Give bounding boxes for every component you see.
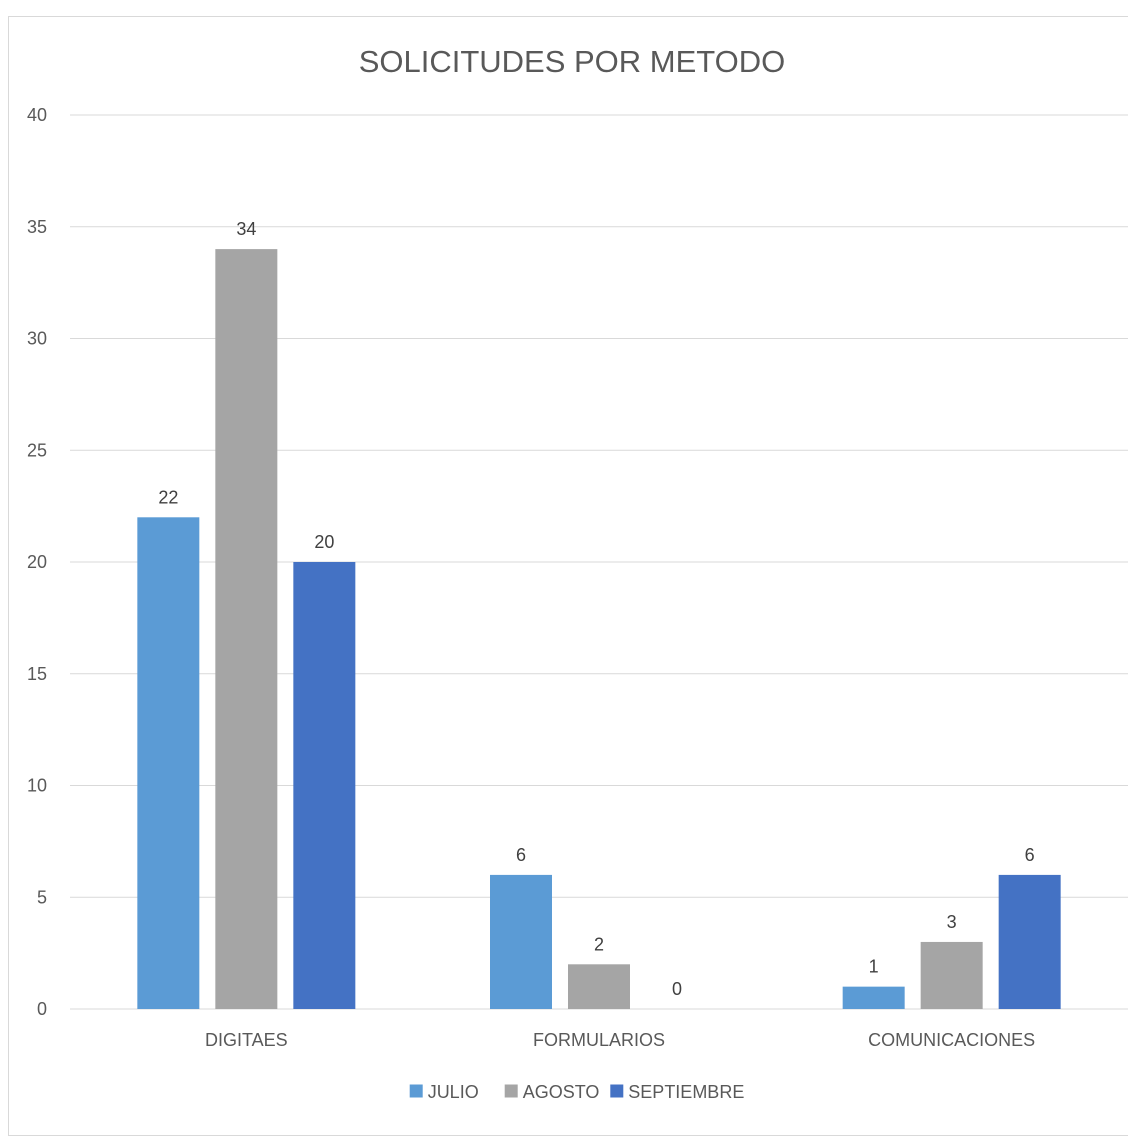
x-category-label: FORMULARIOS — [533, 1030, 665, 1050]
x-category-label: DIGITAES — [205, 1030, 288, 1050]
y-tick-label: 40 — [27, 105, 47, 125]
y-tick-label: 5 — [37, 887, 47, 907]
data-label: 6 — [1025, 845, 1035, 865]
y-tick-label: 0 — [37, 999, 47, 1019]
legend-swatch-julio — [409, 1084, 423, 1098]
chart-title: SOLICITUDES POR METODO — [359, 44, 786, 79]
legend-swatch-agosto — [504, 1084, 518, 1098]
data-label: 0 — [672, 979, 682, 999]
y-tick-label: 10 — [27, 776, 47, 796]
legend-swatch-septiembre — [610, 1084, 624, 1098]
data-label: 22 — [158, 487, 178, 507]
bar-agosto-comunicaciones — [920, 941, 983, 1009]
bar-julio-digitaes — [137, 517, 200, 1009]
data-label: 2 — [594, 934, 604, 954]
bar-julio-comunicaciones — [842, 986, 905, 1009]
data-label: 20 — [314, 532, 334, 552]
y-tick-label: 35 — [27, 217, 47, 237]
data-label: 34 — [236, 219, 256, 239]
x-axis-categories: DIGITAES FORMULARIOS COMUNICACIONES — [205, 1030, 1035, 1050]
bar-agosto-formularios — [568, 964, 630, 1009]
legend-label: SEPTIEMBRE — [628, 1082, 744, 1102]
y-tick-label: 20 — [27, 552, 47, 572]
data-label: 6 — [516, 845, 526, 865]
data-label: 3 — [947, 912, 957, 932]
legend: JULIO AGOSTO SEPTIEMBRE — [409, 1082, 744, 1102]
y-tick-label: 25 — [27, 440, 47, 460]
bar-septiembre-comunicaciones — [998, 874, 1061, 1009]
legend-label: AGOSTO — [523, 1082, 600, 1102]
bar-julio-formularios — [490, 874, 552, 1009]
legend-label: JULIO — [428, 1082, 479, 1102]
y-axis-ticks: 0 5 10 15 20 25 30 35 40 — [27, 105, 47, 1019]
data-label: 1 — [869, 957, 879, 977]
bar-agosto-digitaes — [215, 249, 278, 1010]
x-category-label: COMUNICACIONES — [868, 1030, 1035, 1050]
bar-septiembre-digitaes — [293, 562, 356, 1009]
y-tick-label: 15 — [27, 664, 47, 684]
y-tick-label: 30 — [27, 329, 47, 349]
bars — [137, 249, 1061, 1010]
